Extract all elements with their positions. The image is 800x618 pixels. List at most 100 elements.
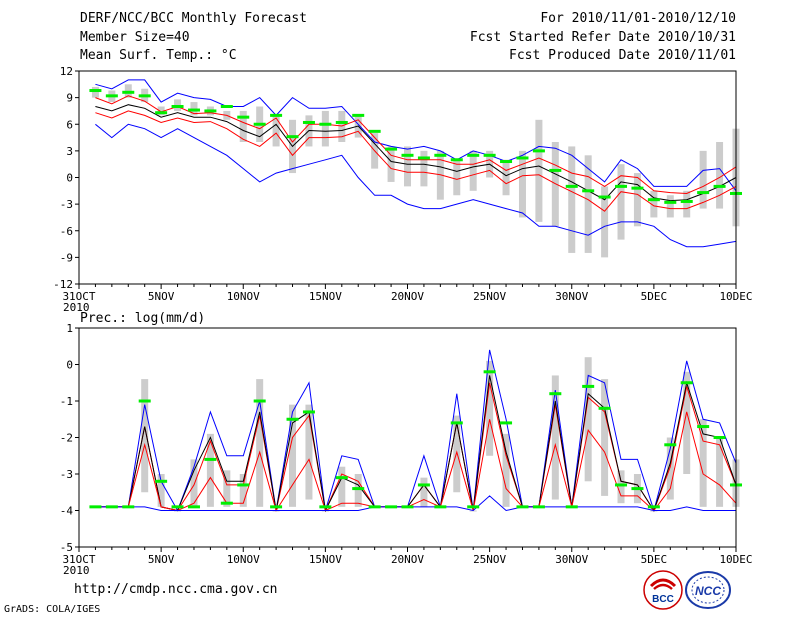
precip-title: Prec.: log(mm/d) xyxy=(80,311,205,326)
observed-marker xyxy=(467,505,480,509)
y-tick-label: -6 xyxy=(60,225,73,238)
spread-bar xyxy=(699,150,707,209)
observed-marker xyxy=(631,487,644,491)
observed-marker xyxy=(155,479,168,483)
observed-marker xyxy=(302,410,315,414)
spread-bar xyxy=(551,375,559,500)
observed-marker xyxy=(565,184,578,188)
spread-bar xyxy=(387,146,395,182)
observed-marker xyxy=(401,505,414,509)
observed-marker xyxy=(237,483,250,487)
observed-marker xyxy=(89,89,102,93)
spread-bar xyxy=(239,110,247,142)
observed-marker xyxy=(697,191,710,195)
observed-marker xyxy=(631,186,644,190)
observed-marker xyxy=(122,505,135,509)
spread-bar xyxy=(157,474,165,507)
spread-bar xyxy=(404,146,411,187)
footer-url[interactable]: http://cmdp.ncc.cma.gov.cn xyxy=(74,582,278,597)
observed-marker xyxy=(532,505,545,509)
header-produced-date: Fcst Produced Date 2010/11/01 xyxy=(509,48,736,63)
y-tick-label: 3 xyxy=(66,145,73,158)
observed-marker xyxy=(138,399,151,403)
series-line-upper xyxy=(95,95,737,195)
series-line-min xyxy=(95,123,737,248)
series-line-mean xyxy=(95,375,737,513)
observed-marker xyxy=(434,153,447,157)
spread-bar xyxy=(650,190,658,218)
observed-marker xyxy=(549,392,562,396)
header-variable: Mean Surf. Temp.: °C xyxy=(80,48,237,63)
observed-marker xyxy=(582,384,595,388)
spread-bar xyxy=(289,404,297,507)
spread-bar xyxy=(206,433,214,507)
observed-marker xyxy=(615,483,628,487)
observed-marker xyxy=(187,505,200,509)
spread-bar xyxy=(157,106,165,116)
series-line-lower xyxy=(95,411,737,512)
observed-marker xyxy=(598,195,611,199)
x-tick-label: 30NOV xyxy=(555,290,588,303)
x-tick-label: 30NOV xyxy=(555,553,588,566)
header-member-size: Member Size=40 xyxy=(80,30,190,45)
observed-marker xyxy=(105,94,118,98)
spread-bar xyxy=(666,195,674,218)
spread-bar xyxy=(617,164,625,240)
x-year-label: 2010 xyxy=(63,564,90,577)
x-tick-label: 5DEC xyxy=(641,290,668,303)
y-tick-label: 0 xyxy=(66,359,73,372)
series-line-max xyxy=(95,79,737,192)
header-period: For 2010/11/01-2010/12/10 xyxy=(540,11,736,26)
observed-marker xyxy=(302,120,315,124)
x-tick-label: 31OCT xyxy=(62,290,95,303)
y-tick-label: -5 xyxy=(60,541,73,554)
spread-bar xyxy=(568,146,576,253)
spread-bar xyxy=(699,419,707,507)
observed-marker xyxy=(368,505,381,509)
observed-marker xyxy=(565,505,578,509)
observed-marker xyxy=(615,184,628,188)
spread-bar xyxy=(420,150,428,187)
observed-marker xyxy=(253,399,266,403)
spread-bar xyxy=(601,186,609,258)
spread-bar xyxy=(666,437,674,500)
grads-credit: GrADS: COLA/IGES xyxy=(4,604,101,615)
x-tick-label: 5NOV xyxy=(148,290,175,303)
spread-bar xyxy=(141,379,149,493)
spread-bar xyxy=(223,470,231,507)
x-tick-label: 31OCT xyxy=(62,553,95,566)
observed-marker xyxy=(450,158,463,162)
observed-marker xyxy=(417,483,430,487)
observed-marker xyxy=(582,189,595,193)
observed-marker xyxy=(385,505,398,509)
observed-marker xyxy=(401,153,414,157)
x-tick-label: 5NOV xyxy=(148,553,175,566)
observed-markers xyxy=(89,370,742,509)
header-title: DERF/NCC/BCC Monthly Forecast xyxy=(80,11,307,26)
observed-marker xyxy=(549,168,562,172)
x-tick-label: 15NOV xyxy=(309,553,342,566)
spread-bar xyxy=(486,360,494,456)
observed-marker xyxy=(204,109,217,113)
observed-marker xyxy=(647,505,660,509)
y-tick-label: -1 xyxy=(60,395,73,408)
x-tick-label: 25NOV xyxy=(473,553,506,566)
plot-frame xyxy=(78,327,737,548)
observed-marker xyxy=(664,200,677,204)
spread-bar xyxy=(502,433,510,507)
spread-bar xyxy=(518,150,526,218)
spread-bar xyxy=(683,371,691,474)
observed-marker xyxy=(598,406,611,410)
spread-bar xyxy=(502,159,510,196)
spread-bar xyxy=(617,470,625,504)
observed-marker xyxy=(467,153,480,157)
observed-marker xyxy=(319,505,332,509)
y-tick-label: -3 xyxy=(60,468,73,481)
observed-marker xyxy=(532,149,545,153)
spread-bar xyxy=(716,437,724,507)
y-tick-label: 9 xyxy=(66,92,73,105)
observed-marker xyxy=(516,156,529,160)
observed-marker xyxy=(664,443,677,447)
